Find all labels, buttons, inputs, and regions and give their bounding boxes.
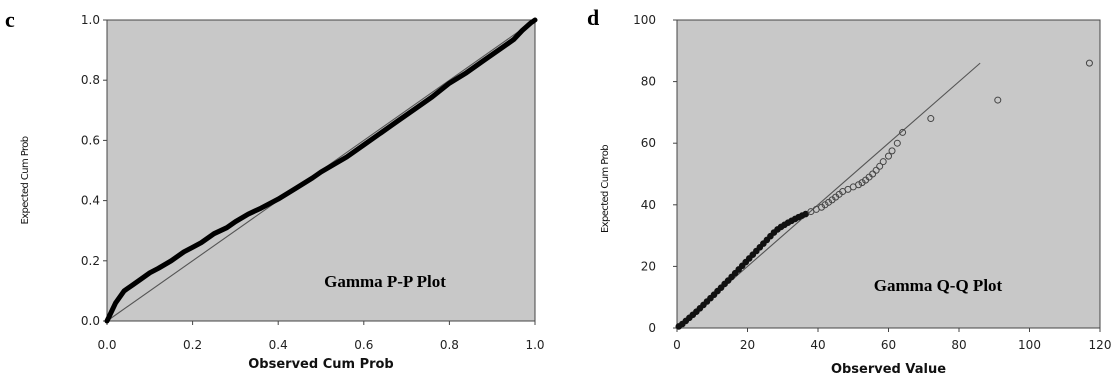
x-tick-label: 20 xyxy=(740,338,755,352)
x-axis-title: Observed Cum Prob xyxy=(248,357,394,372)
data-point xyxy=(893,139,901,147)
data-point xyxy=(888,147,896,155)
plot-area xyxy=(676,19,1101,329)
y-tick-label: 0.0 xyxy=(81,314,100,328)
plot-annotation: Gamma P-P Plot xyxy=(324,272,446,291)
x-tick-label: 1.0 xyxy=(525,338,544,352)
x-tick-label: 100 xyxy=(1018,338,1041,352)
data-point xyxy=(994,96,1002,104)
y-tick-label: 0 xyxy=(648,321,656,335)
y-tick-label: 0.4 xyxy=(81,194,100,208)
y-tick-label: 60 xyxy=(641,136,656,150)
x-tick-label: 0 xyxy=(673,338,681,352)
series-line xyxy=(104,17,538,324)
x-tick-label: 0.4 xyxy=(269,338,288,352)
x-tick-label: 0.0 xyxy=(97,338,116,352)
data-point xyxy=(872,166,880,174)
y-tick-label: 0.6 xyxy=(81,133,100,147)
panel-letter: d xyxy=(587,5,599,30)
plot-annotation: Gamma Q-Q Plot xyxy=(874,276,1003,295)
data-point xyxy=(879,158,887,166)
data-point xyxy=(876,162,884,170)
y-tick-label: 1.0 xyxy=(81,13,100,27)
x-tick-label: 0.8 xyxy=(440,338,459,352)
x-tick-label: 40 xyxy=(810,338,825,352)
x-tick-label: 0.6 xyxy=(354,338,373,352)
x-tick-label: 0.2 xyxy=(183,338,202,352)
data-point xyxy=(855,181,863,189)
data-point xyxy=(818,203,826,211)
data-point xyxy=(802,210,809,218)
panel-letter: c xyxy=(5,7,15,32)
y-tick-label: 0.8 xyxy=(81,73,100,87)
chart-panel-d: d 0 20 40 60 80 100 0 20 40 60 80 100 120 Observed Val… xyxy=(587,5,1111,377)
data-point xyxy=(821,201,829,209)
data-point xyxy=(927,115,935,123)
y-tick-label: 20 xyxy=(641,259,656,273)
x-tick-label: 120 xyxy=(1089,338,1112,352)
y-axis-title: Expected Cum Prob xyxy=(600,145,611,233)
y-tick-label: 80 xyxy=(641,75,656,89)
data-point xyxy=(869,170,877,178)
data-point xyxy=(825,198,833,206)
y-axis-title: Expected Cum Prob xyxy=(20,136,31,224)
chart-panel-c: c 0.0 0.2 0.4 0.6 0.8 1.0 0.0 0.2 0.4 0.6 0.8 1.0 Obs… xyxy=(5,7,545,372)
x-tick-label: 60 xyxy=(881,338,896,352)
data-point xyxy=(885,152,892,160)
data-point xyxy=(858,179,866,187)
data-point xyxy=(1085,59,1093,67)
x-tick-label: 80 xyxy=(951,338,966,352)
x-axis-title: Observed Value xyxy=(831,362,946,377)
y-tick-label: 100 xyxy=(633,13,656,27)
data-point xyxy=(899,128,907,136)
y-tick-label: 0.2 xyxy=(81,254,100,268)
y-tick-label: 40 xyxy=(641,198,656,212)
